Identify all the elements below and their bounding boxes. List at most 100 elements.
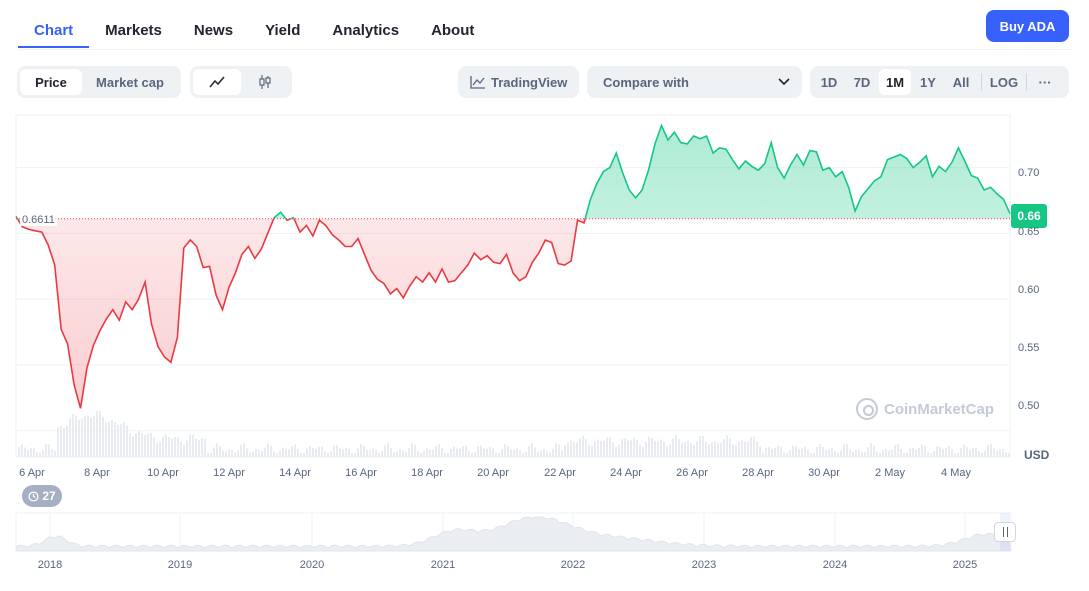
volume-bar xyxy=(345,447,347,457)
tab-markets[interactable]: Markets xyxy=(105,22,162,39)
volume-bar xyxy=(999,449,1001,457)
volume-bar xyxy=(453,446,455,457)
volume-bar xyxy=(987,444,989,457)
volume-bar xyxy=(141,433,143,457)
volume-bar xyxy=(972,448,974,457)
volume-bar xyxy=(600,441,602,457)
coinmarketcap-logo-icon xyxy=(856,398,878,420)
volume-bar xyxy=(993,448,995,457)
volume-bar xyxy=(483,448,485,457)
volume-bar xyxy=(516,448,518,457)
volume-bar xyxy=(795,446,797,457)
volume-bar xyxy=(951,449,953,457)
tab-chart[interactable]: Chart xyxy=(18,14,90,48)
price-toggle[interactable]: Price xyxy=(20,69,82,95)
navigator-year-label: 2023 xyxy=(691,559,717,571)
volume-bar xyxy=(681,442,683,457)
range-1d[interactable]: 1D xyxy=(820,74,838,90)
tradingview-button[interactable]: TradingView xyxy=(458,66,579,98)
volume-bar xyxy=(867,447,869,457)
volume-bar xyxy=(180,441,182,457)
volume-bar xyxy=(75,415,77,457)
volume-bar xyxy=(69,418,71,457)
volume-bar xyxy=(249,452,251,457)
line-chart-button[interactable] xyxy=(193,69,241,95)
volume-bar xyxy=(1002,449,1004,457)
volume-bar xyxy=(114,421,116,457)
price-series xyxy=(15,123,1011,409)
tab-analytics[interactable]: Analytics xyxy=(332,22,400,39)
volume-bar xyxy=(963,444,965,457)
volume-bar xyxy=(426,448,428,457)
volume-bar xyxy=(24,447,26,457)
volume-bar xyxy=(195,438,197,457)
volume-bar xyxy=(486,448,488,457)
range-7d[interactable]: 7D xyxy=(853,74,871,90)
buy-ada-button[interactable]: Buy ADA xyxy=(986,10,1069,42)
volume-bar xyxy=(846,443,848,457)
compare-with-select[interactable]: Compare with xyxy=(587,66,802,98)
more-options-button[interactable]: ··· xyxy=(1038,74,1052,90)
volume-bar xyxy=(642,446,644,457)
volume-bar xyxy=(984,451,986,457)
volume-bar xyxy=(213,447,215,457)
navigator-drag-handle[interactable] xyxy=(994,522,1016,542)
volume-bar xyxy=(924,446,926,457)
range-1y[interactable]: 1Y xyxy=(920,74,936,90)
volume-bar xyxy=(435,446,437,457)
volume-bar xyxy=(27,449,29,457)
volume-bar xyxy=(129,432,131,457)
volume-bar xyxy=(981,453,983,457)
volume-bar xyxy=(393,452,395,457)
volume-bar xyxy=(39,453,41,457)
volume-bar xyxy=(648,436,650,457)
tab-about[interactable]: About xyxy=(431,22,475,39)
navigator[interactable] xyxy=(15,512,1012,552)
volume-bar xyxy=(828,449,830,457)
volume-bar xyxy=(969,449,971,457)
volume-bar xyxy=(282,447,284,457)
volume-bar xyxy=(771,448,773,457)
x-tick-label: 18 Apr xyxy=(411,467,443,479)
range-all[interactable]: All xyxy=(952,74,970,90)
log-toggle[interactable]: LOG xyxy=(989,74,1019,90)
x-tick-label: 2 May xyxy=(875,467,905,479)
volume-bar xyxy=(366,450,368,457)
range-1m[interactable]: 1M xyxy=(879,69,911,95)
market-cap-toggle[interactable]: Market cap xyxy=(96,74,164,90)
navigator-year-label: 2018 xyxy=(37,559,63,571)
range-divider xyxy=(981,73,982,91)
volume-bar xyxy=(306,448,308,457)
volume-bar xyxy=(51,449,53,457)
volume-bar xyxy=(555,443,557,457)
navigator-year-label: 2024 xyxy=(822,559,848,571)
tab-yield[interactable]: Yield xyxy=(265,22,301,39)
volume-bar xyxy=(78,419,80,457)
volume-bar xyxy=(81,419,83,457)
candlestick-button[interactable] xyxy=(241,69,289,95)
volume-bar xyxy=(267,443,269,457)
volume-bar xyxy=(996,450,998,457)
volume-bar xyxy=(324,451,326,457)
volume-bar xyxy=(990,444,992,457)
volume-bar xyxy=(417,450,419,457)
volume-bar xyxy=(219,445,221,457)
volume-bar xyxy=(942,448,944,457)
volume-bar xyxy=(741,440,743,457)
volume-bar xyxy=(546,450,548,457)
volume-bar xyxy=(792,445,794,457)
volume-bar xyxy=(231,449,233,457)
volume-bar xyxy=(354,453,356,457)
volume-bar xyxy=(861,451,863,457)
volume-bar xyxy=(927,452,929,457)
history-badge[interactable]: 27 xyxy=(22,485,62,507)
volume-bar xyxy=(876,451,878,457)
volume-bar xyxy=(237,450,239,457)
volume-bar xyxy=(300,453,302,457)
volume-bar xyxy=(513,449,515,457)
volume-bar xyxy=(273,451,275,457)
volume-bar xyxy=(738,441,740,457)
tab-news[interactable]: News xyxy=(193,22,234,39)
volume-bar xyxy=(552,448,554,457)
